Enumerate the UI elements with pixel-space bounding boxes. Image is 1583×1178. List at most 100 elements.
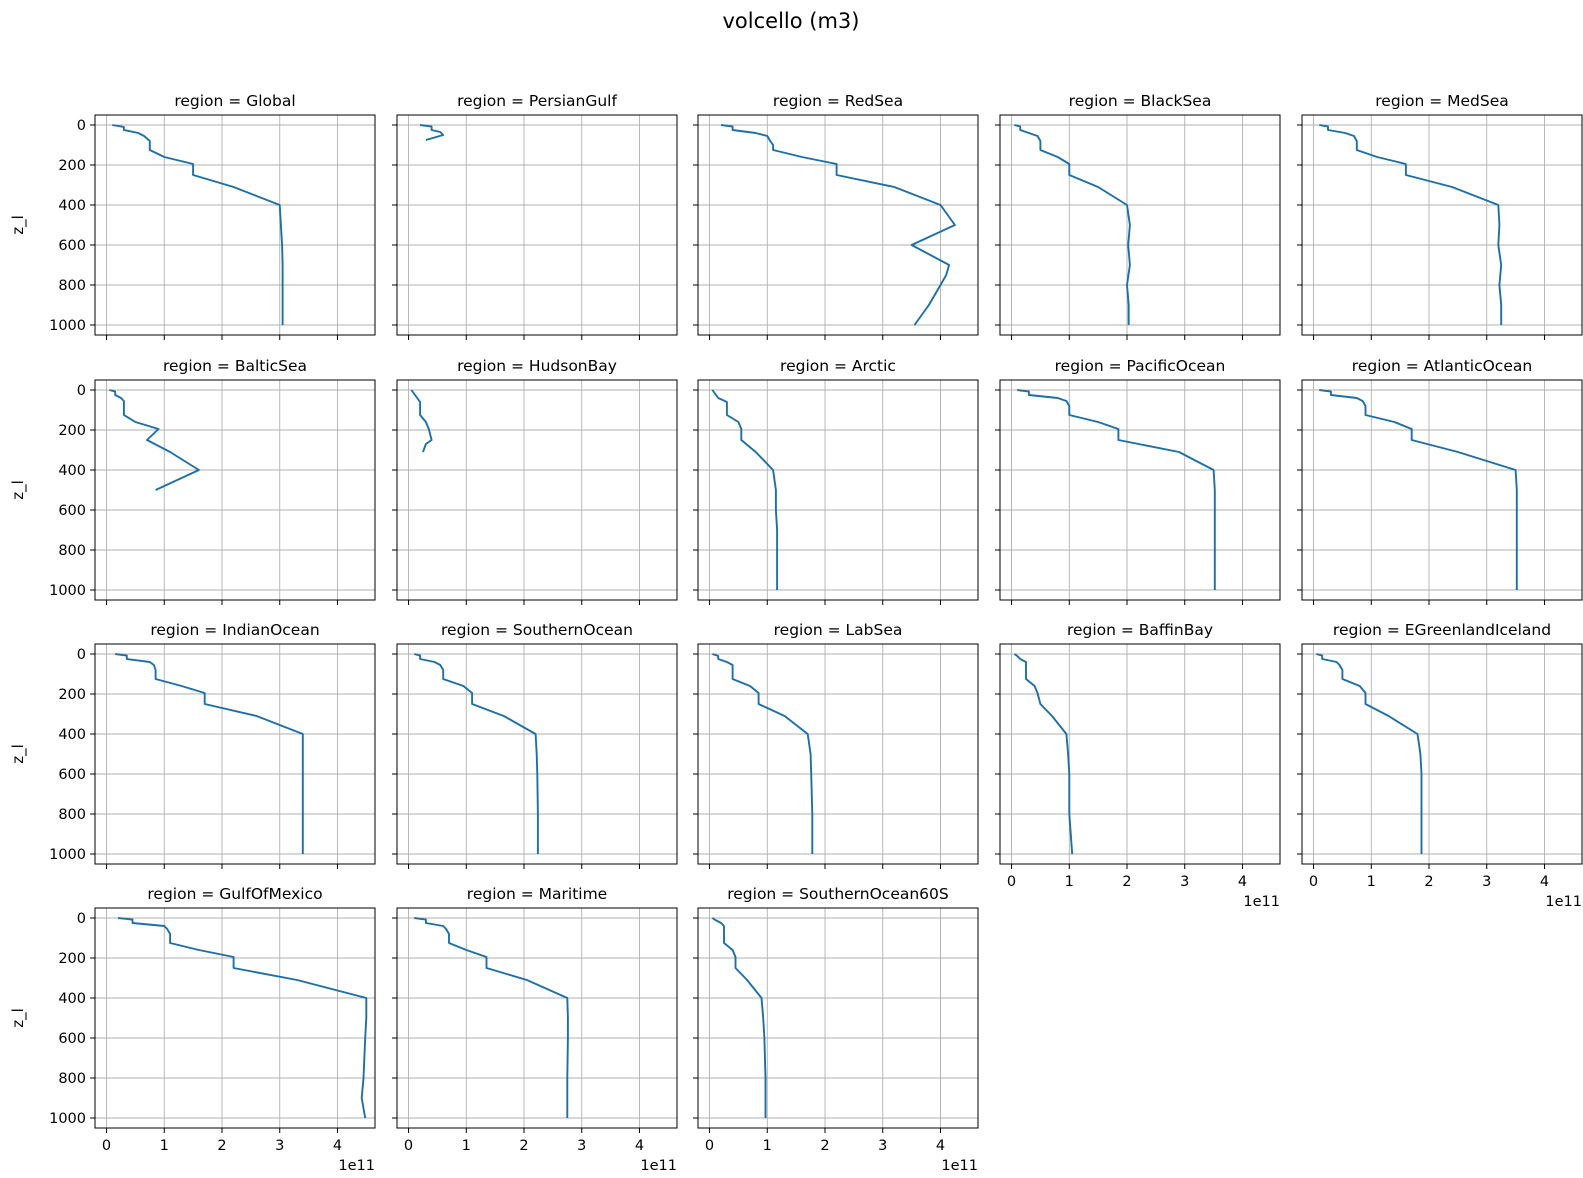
y-tick-label: 600 xyxy=(58,238,86,254)
panel-title: region = LabSea xyxy=(774,621,903,639)
panel-7: region = Arctic xyxy=(693,357,979,605)
panel-title: region = RedSea xyxy=(773,92,903,110)
x-tick-label: 2 xyxy=(217,1138,226,1154)
panel-frame xyxy=(396,643,678,865)
x-tick-label: 3 xyxy=(577,1138,586,1154)
x-tick-label: 1 xyxy=(763,1138,772,1154)
profile-line xyxy=(1319,124,1503,325)
panel-title: region = SouthernOcean xyxy=(441,621,633,639)
x-tick-label: 0 xyxy=(705,1138,714,1154)
profile-line xyxy=(115,653,304,854)
y-tick-label: 200 xyxy=(58,158,86,174)
profile-line xyxy=(410,389,433,453)
x-tick-label: 3 xyxy=(1180,874,1189,890)
panel-title: region = GulfOfMexico xyxy=(147,885,322,903)
x-offset-label: 1e11 xyxy=(941,1158,978,1174)
x-tick-label: 1 xyxy=(1367,874,1376,890)
panel-title: region = IndianOcean xyxy=(150,621,319,639)
y-tick-label: 0 xyxy=(77,383,86,399)
panel-frame xyxy=(94,379,376,601)
x-tick-label: 4 xyxy=(1540,874,1549,890)
y-axis-label: z_l xyxy=(9,480,28,500)
x-tick-label: 3 xyxy=(275,1138,284,1154)
panel-frame xyxy=(396,907,678,1129)
panel-2: region = RedSea xyxy=(693,92,979,340)
panel-frame xyxy=(697,907,979,1129)
panel-6: region = HudsonBay xyxy=(392,357,678,605)
profile-line xyxy=(109,389,200,491)
profile-line xyxy=(711,917,767,1118)
panel-frame xyxy=(697,379,979,601)
x-tick-label: 2 xyxy=(820,1138,829,1154)
y-tick-label: 400 xyxy=(58,463,86,479)
profile-line xyxy=(1316,653,1423,854)
x-tick-label: 0 xyxy=(1309,874,1318,890)
panel-title: region = BalticSea xyxy=(163,357,307,375)
x-tick-label: 1 xyxy=(1065,874,1074,890)
y-tick-label: 800 xyxy=(58,807,86,823)
panel-1: region = PersianGulf xyxy=(392,92,678,340)
panel-15: region = GulfOfMexico 0 200 400 600 800 1000 z_… xyxy=(9,885,376,1174)
panel-9: region = AtlanticOcean xyxy=(1297,357,1583,605)
panel-title: region = PersianGulf xyxy=(457,92,617,110)
x-tick-label: 4 xyxy=(936,1138,945,1154)
profile-line xyxy=(1319,389,1518,590)
panel-10: region = IndianOcean 0 200 400 600 800 1000 z_l xyxy=(9,621,376,869)
panel-frame xyxy=(1301,379,1583,601)
panel-frame xyxy=(999,114,1281,336)
profile-line xyxy=(414,653,539,854)
x-tick-label: 3 xyxy=(878,1138,887,1154)
panel-title: region = SouthernOcean60S xyxy=(727,885,949,903)
x-tick-label: 0 xyxy=(404,1138,413,1154)
panel-12: region = LabSea xyxy=(693,621,979,869)
profile-line xyxy=(1014,124,1131,325)
profile-line xyxy=(1013,653,1074,855)
panel-title: region = HudsonBay xyxy=(457,357,617,375)
y-tick-label: 600 xyxy=(58,1031,86,1047)
x-tick-label: 2 xyxy=(519,1138,528,1154)
panel-title: region = Global xyxy=(174,92,295,110)
panel-frame xyxy=(1301,643,1583,865)
y-tick-label: 800 xyxy=(58,1071,86,1087)
y-tick-label: 400 xyxy=(58,727,86,743)
panel-frame xyxy=(396,379,678,601)
panel-0: region = Global 0 200 400 600 800 1000 z_l xyxy=(9,92,376,340)
profile-line xyxy=(117,917,368,1119)
y-tick-label: 800 xyxy=(58,278,86,294)
panel-title: region = AtlanticOcean xyxy=(1352,357,1532,375)
profile-line xyxy=(419,124,445,141)
x-offset-label: 1e11 xyxy=(1243,894,1280,910)
x-tick-label: 2 xyxy=(1424,874,1433,890)
y-tick-label: 1000 xyxy=(49,1111,86,1127)
profile-line xyxy=(112,124,284,325)
panels-grid: region = Global02004006008001000z_lregio… xyxy=(9,92,1583,1174)
y-tick-label: 1000 xyxy=(49,583,86,599)
panel-frame xyxy=(697,643,979,865)
panel-frame xyxy=(94,643,376,865)
panel-8: region = PacificOcean xyxy=(995,357,1281,605)
panel-title: region = BlackSea xyxy=(1069,92,1212,110)
x-tick-label: 1 xyxy=(462,1138,471,1154)
x-tick-label: 4 xyxy=(635,1138,644,1154)
profile-line xyxy=(711,389,779,590)
panel-3: region = BlackSea xyxy=(995,92,1281,340)
panel-title: region = PacificOcean xyxy=(1055,357,1226,375)
y-tick-label: 200 xyxy=(58,423,86,439)
y-tick-label: 800 xyxy=(58,543,86,559)
x-offset-label: 1e11 xyxy=(640,1158,677,1174)
panel-title: region = EGreenlandIceland xyxy=(1333,621,1551,639)
panel-frame xyxy=(94,114,376,336)
y-tick-label: 600 xyxy=(58,503,86,519)
y-axis-label: z_l xyxy=(9,744,28,764)
y-tick-label: 1000 xyxy=(49,847,86,863)
y-tick-label: 0 xyxy=(77,911,86,927)
panel-13: region = BaffinBay 0 1 2 3 4 1e11 xyxy=(995,621,1281,910)
y-axis-label: z_l xyxy=(9,1008,28,1028)
x-tick-label: 0 xyxy=(1007,874,1016,890)
x-tick-label: 0 xyxy=(102,1138,111,1154)
x-offset-label: 1e11 xyxy=(1545,894,1582,910)
x-tick-label: 3 xyxy=(1482,874,1491,890)
y-tick-label: 600 xyxy=(58,767,86,783)
panel-frame xyxy=(999,379,1281,601)
